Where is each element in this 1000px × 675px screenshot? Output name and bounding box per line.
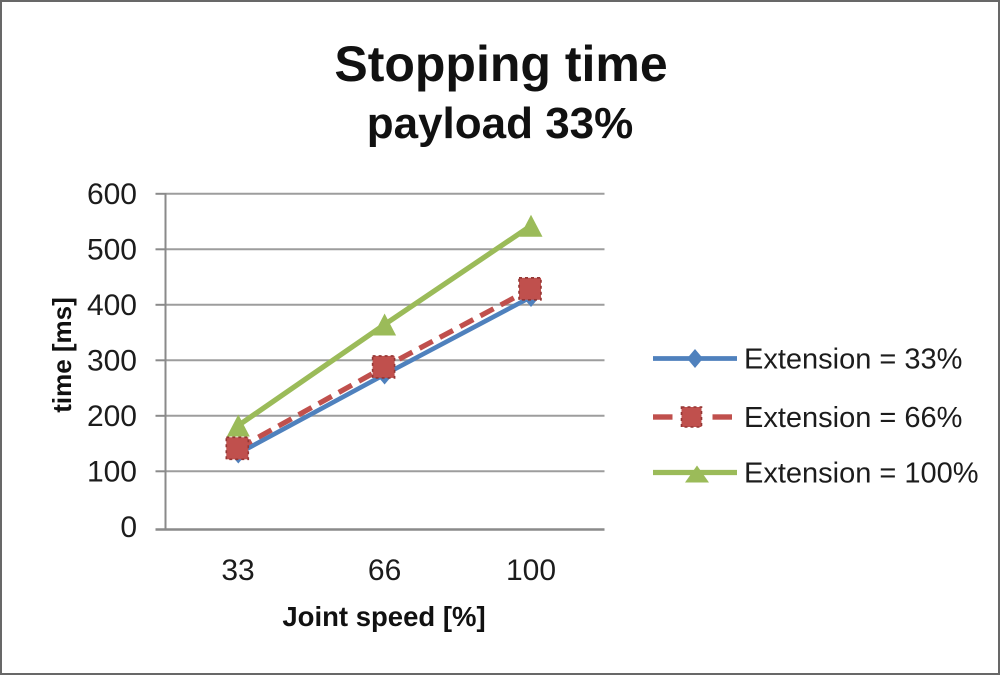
svg-text:payload 33%: payload 33% [367, 99, 634, 148]
svg-text:300: 300 [87, 345, 137, 378]
svg-text:Joint speed [%]: Joint speed [%] [282, 601, 485, 632]
svg-text:Extension = 100%: Extension = 100% [744, 458, 979, 490]
svg-text:time [ms]: time [ms] [47, 297, 77, 413]
svg-text:600: 600 [87, 178, 137, 211]
svg-text:500: 500 [87, 234, 137, 267]
svg-text:Extension = 33%: Extension = 33% [744, 344, 962, 376]
svg-text:Stopping time: Stopping time [334, 36, 667, 92]
svg-text:200: 200 [87, 400, 137, 433]
svg-text:400: 400 [87, 289, 137, 322]
svg-text:100: 100 [87, 456, 137, 489]
svg-text:66: 66 [368, 554, 401, 587]
svg-text:100: 100 [506, 554, 556, 587]
svg-text:33: 33 [221, 554, 254, 587]
svg-text:0: 0 [120, 511, 137, 544]
svg-text:Extension = 66%: Extension = 66% [744, 402, 962, 434]
